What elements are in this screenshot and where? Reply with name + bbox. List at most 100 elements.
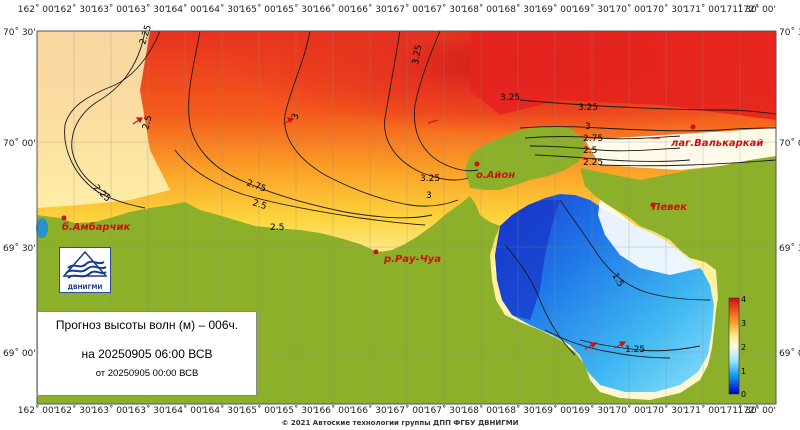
forecast-info-panel: Прогноз высоты волн (м) – 006ч. на 20250…	[37, 311, 257, 396]
svg-text:4: 4	[741, 295, 746, 304]
isoline-label: 2.5	[251, 198, 268, 212]
dvnigmi-logo: ДВНИГМИ	[59, 247, 111, 293]
svg-text:170˚ 00': 170˚ 00'	[610, 405, 648, 416]
svg-text:165˚ 30': 165˚ 30'	[277, 405, 315, 416]
svg-text:69˚ 3: 69˚ 3	[779, 243, 800, 254]
place-markers	[61, 124, 696, 255]
forecast-issue-time: от 20250905 00:00 ВСВ	[95, 368, 199, 379]
svg-text:171˚ 00': 171˚ 00'	[684, 4, 722, 15]
svg-text:171˚ 30': 171˚ 30'	[721, 4, 759, 15]
marker-aion	[474, 161, 480, 167]
isoline-label: 3.25	[411, 44, 424, 65]
svg-text:162˚ 30': 162˚ 30'	[55, 4, 93, 15]
sea-northeast-red	[470, 31, 776, 120]
svg-text:69˚ 30': 69˚ 30'	[3, 243, 36, 254]
lat-labels-right: 70˚ 3 70˚ 0 69˚ 3 69˚ 0	[779, 27, 800, 359]
svg-text:163˚ 00': 163˚ 00'	[92, 405, 130, 416]
svg-text:70˚ 0: 70˚ 0	[779, 138, 800, 149]
copyright-footer: © 2021 Автоские технологии группы ДПП ФГ…	[281, 419, 519, 427]
marker-rau-chua	[373, 249, 379, 255]
svg-text:172˚ 00': 172˚ 00'	[738, 4, 776, 15]
svg-text:166˚ 30': 166˚ 30'	[351, 405, 389, 416]
isoline-label: 3.25	[578, 103, 598, 113]
svg-text:166˚ 30': 166˚ 30'	[351, 4, 389, 15]
svg-text:69˚ 0: 69˚ 0	[779, 348, 800, 359]
svg-text:70˚ 00': 70˚ 00'	[3, 138, 36, 149]
svg-text:69˚ 00': 69˚ 00'	[3, 348, 36, 359]
svg-text:170˚ 00': 170˚ 00'	[610, 4, 648, 15]
svg-text:169˚ 30': 169˚ 30'	[573, 4, 611, 15]
svg-text:164˚ 30': 164˚ 30'	[203, 4, 241, 15]
marker-ambarchik	[61, 215, 67, 221]
forecast-title: Прогноз высоты волн (м) – 006ч.	[55, 318, 239, 332]
lat-labels-left: 70˚ 30' 70˚ 00' 69˚ 30' 69˚ 00'	[3, 27, 36, 359]
isoline-label: 1.25	[625, 345, 645, 355]
svg-text:166˚ 00': 166˚ 00'	[314, 4, 352, 15]
isoline-label: 2.75	[583, 134, 603, 144]
svg-text:165˚ 00': 165˚ 00'	[240, 4, 278, 15]
isoline-label: 3.25	[500, 93, 520, 103]
svg-text:162˚ 00': 162˚ 00'	[18, 4, 56, 15]
map-frame	[36, 30, 777, 405]
isoline-label: 3	[585, 122, 591, 132]
svg-text:1: 1	[741, 367, 746, 376]
svg-text:3: 3	[741, 319, 746, 328]
svg-text:162˚ 00': 162˚ 00'	[18, 405, 56, 416]
sea-west-pale	[37, 31, 170, 208]
wave-direction-arrows	[132, 117, 660, 350]
lon-labels-bottom: 162˚ 00' 162˚ 30' 163˚ 00' 163˚ 30' 164˚…	[18, 405, 776, 416]
place-ambarchik: б.Амбарчик	[62, 221, 130, 233]
isoline-label: 3	[290, 112, 301, 121]
isoline-label: 2.25	[583, 158, 603, 168]
place-rau-chua: р.Рау-Чуа	[383, 254, 441, 265]
isoline-label: 2.5	[583, 146, 597, 156]
svg-text:167˚ 30': 167˚ 30'	[425, 405, 463, 416]
colorbar	[728, 297, 740, 395]
svg-text:163˚ 30': 163˚ 30'	[129, 4, 167, 15]
colorbar-ticks: 4 3 2 1 0	[741, 295, 746, 399]
sea-chaun-bay-pale	[598, 200, 700, 275]
svg-text:163˚ 00': 163˚ 00'	[92, 4, 130, 15]
place-aion: о.Айон	[476, 170, 515, 181]
svg-text:168˚ 00': 168˚ 00'	[462, 405, 500, 416]
svg-text:163˚ 30': 163˚ 30'	[129, 405, 167, 416]
forecast-valid-time: на 20250905 06:00 ВСВ	[81, 347, 213, 361]
logo-caption: ДВНИГМИ	[67, 284, 103, 291]
svg-text:169˚ 00': 169˚ 00'	[536, 4, 574, 15]
svg-text:167˚ 00': 167˚ 00'	[388, 4, 426, 15]
svg-text:165˚ 30': 165˚ 30'	[277, 4, 315, 15]
isolines	[64, 30, 777, 359]
svg-text:168˚ 00': 168˚ 00'	[462, 4, 500, 15]
marker-valkarkai	[690, 124, 696, 130]
svg-text:169˚ 00': 169˚ 00'	[536, 405, 574, 416]
svg-text:168˚ 30': 168˚ 30'	[499, 4, 537, 15]
svg-text:171˚ 00': 171˚ 00'	[684, 405, 722, 416]
isoline-label: 2.5	[141, 114, 154, 130]
place-valkarkai: лаг.Валькаркай	[671, 138, 763, 149]
land-western-islet	[36, 218, 48, 238]
lon-labels-top: 162˚ 00' 162˚ 30' 163˚ 00' 163˚ 30' 164˚…	[18, 4, 776, 15]
svg-text:172˚ 00': 172˚ 00'	[738, 405, 776, 416]
wave-logo-icon	[62, 250, 108, 279]
svg-text:170˚ 30': 170˚ 30'	[647, 4, 685, 15]
svg-text:70˚ 30': 70˚ 30'	[3, 27, 36, 38]
marker-pevek	[650, 202, 656, 208]
isoline-label: 3.25	[420, 174, 440, 184]
svg-text:167˚ 00': 167˚ 00'	[388, 405, 426, 416]
svg-text:70˚ 3: 70˚ 3	[779, 27, 800, 38]
isoline-label: 2.5	[270, 223, 284, 233]
svg-text:167˚ 30': 167˚ 30'	[425, 4, 463, 15]
svg-text:169˚ 30': 169˚ 30'	[573, 405, 611, 416]
land-pevek-islet	[629, 187, 645, 209]
svg-text:165˚ 00': 165˚ 00'	[240, 405, 278, 416]
svg-text:168˚ 30': 168˚ 30'	[499, 405, 537, 416]
isoline-label: 3	[426, 191, 432, 201]
svg-text:171˚ 30': 171˚ 30'	[721, 405, 759, 416]
svg-text:0: 0	[741, 390, 746, 399]
sea-chaun-bay-deep	[495, 200, 560, 320]
place-pevek: Певек	[652, 202, 687, 213]
svg-text:164˚ 00': 164˚ 00'	[166, 405, 204, 416]
svg-text:170˚ 30': 170˚ 30'	[647, 405, 685, 416]
svg-text:2: 2	[741, 343, 746, 352]
